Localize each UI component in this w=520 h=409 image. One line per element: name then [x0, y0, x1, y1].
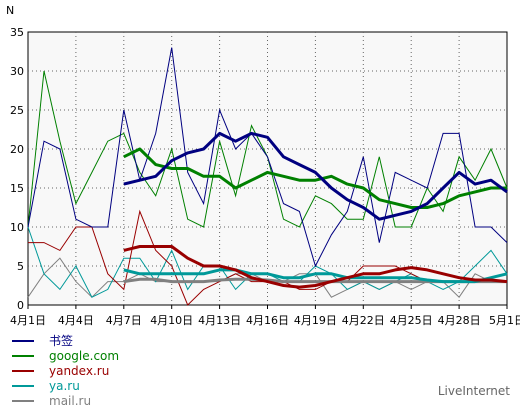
y-tick-label: 10: [10, 221, 24, 234]
y-axis-ticks: 0 5 10 15 20 25 30 35: [10, 26, 24, 312]
x-tick-label: 4月4日: [58, 314, 94, 327]
x-tick-label: 4月28日: [438, 314, 481, 327]
series-trend-3: [123, 268, 508, 284]
legend-swatch: [12, 385, 34, 387]
x-tick-label: 4月10日: [150, 314, 193, 327]
x-tick-label: 4月16日: [246, 314, 289, 327]
x-tick-label: 4月13日: [198, 314, 241, 327]
y-tick-label: 15: [10, 182, 24, 195]
y-tick-label: 0: [17, 299, 24, 312]
series-lines: [27, 47, 508, 306]
y-axis-label: N: [6, 4, 14, 17]
y-tick-label: 25: [10, 104, 24, 117]
y-tick-label: 20: [10, 143, 24, 156]
legend-label: 书签: [49, 334, 74, 348]
x-tick-label: 4月25日: [390, 314, 433, 327]
legend-swatch: [12, 355, 34, 357]
legend-label: yandex.ru: [49, 364, 110, 378]
series-trend-1: [123, 147, 507, 209]
legend-label: mail.ru: [49, 394, 92, 408]
x-tick-label: 4月1日: [10, 314, 46, 327]
x-tick-label: 4月7日: [106, 314, 142, 327]
x-tick-label: 5月1日: [489, 314, 520, 327]
x-axis-ticks: 4月1日 4月4日 4月7日 4月10日 4月13日 4月16日 4月19日 4月22日 4月2…: [10, 305, 520, 327]
legend-swatch: [12, 400, 34, 402]
legend-swatch: [12, 340, 34, 342]
legend-label: google.com: [49, 349, 120, 363]
series-trend-0: [123, 131, 508, 221]
x-tick-label: 4月19日: [294, 314, 337, 327]
legend-swatch: [12, 370, 34, 372]
series-trend-2: [123, 245, 508, 289]
y-tick-label: 30: [10, 65, 24, 78]
brand-label: LiveInternet: [437, 384, 510, 398]
legend-label: ya.ru: [49, 379, 80, 393]
y-tick-label: 35: [10, 26, 24, 39]
series-line-0: [27, 47, 508, 268]
y-tick-label: 5: [17, 260, 24, 273]
x-tick-label: 4月22日: [342, 314, 385, 327]
